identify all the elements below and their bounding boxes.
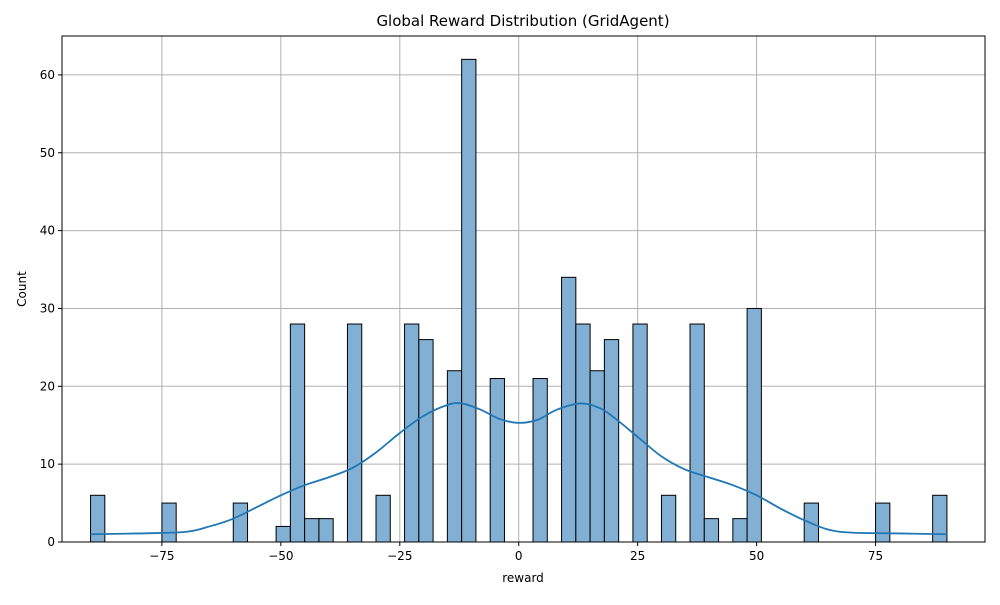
grid	[62, 36, 985, 543]
y-axis-label: Count	[15, 271, 29, 307]
histogram-bar	[446, 370, 463, 543]
x-tick-label: 50	[749, 549, 764, 563]
histogram-bar	[346, 323, 363, 543]
x-tick-label: 25	[630, 549, 645, 563]
plot-frame	[61, 35, 986, 543]
histogram-bar	[589, 370, 605, 543]
x-tick-label: −25	[387, 549, 412, 563]
y-axis-ticks: 0 10 20 30 40 50 60	[40, 68, 62, 549]
histogram-bar	[161, 502, 177, 543]
kde-curve	[90, 402, 947, 536]
histogram-bar	[275, 525, 291, 543]
histogram-bar	[489, 378, 505, 543]
histogram-bar	[461, 58, 477, 543]
histogram-bar	[575, 323, 591, 543]
y-tick-label: 30	[40, 301, 55, 315]
histogram-bar	[532, 378, 548, 543]
histogram-bar	[418, 339, 434, 543]
histogram-bar	[732, 518, 748, 543]
x-tick-label: 75	[868, 549, 883, 563]
histogram-bar	[318, 518, 334, 543]
histogram-bar	[660, 494, 677, 543]
histogram-bar	[689, 323, 705, 543]
y-tick-label: 40	[40, 224, 55, 238]
y-tick-label: 20	[40, 379, 55, 393]
y-tick-label: 0	[47, 535, 55, 549]
histogram-bar	[561, 276, 577, 543]
histogram-bar	[404, 323, 420, 543]
histogram-bar	[632, 323, 648, 543]
x-tick-label: −50	[268, 549, 293, 563]
x-tick-label: −75	[149, 549, 174, 563]
histogram-bar	[603, 339, 620, 543]
histogram-bar	[304, 518, 320, 543]
x-tick-label: 0	[515, 549, 523, 563]
histogram-bar	[289, 323, 306, 543]
histogram-bar	[375, 494, 391, 543]
histogram-bar	[746, 307, 762, 543]
histogram-bar	[703, 518, 720, 543]
x-axis-ticks: −75 −50 −25 0 25 50 75	[149, 542, 883, 563]
kde-line	[90, 402, 947, 536]
x-axis-label: reward	[502, 571, 544, 585]
y-tick-label: 60	[40, 68, 55, 82]
histogram-bar	[875, 502, 891, 543]
histogram-bar	[232, 502, 249, 543]
y-tick-label: 50	[40, 146, 55, 160]
chart-title: Global Reward Distribution (GridAgent)	[376, 12, 669, 30]
y-tick-label: 10	[40, 457, 55, 471]
